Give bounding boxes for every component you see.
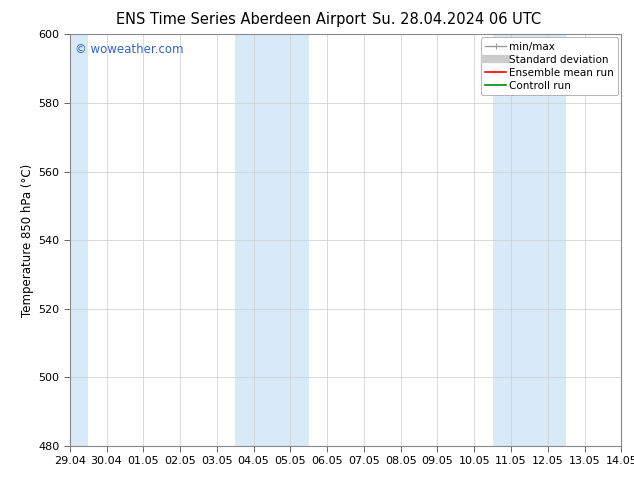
Text: © woweather.com: © woweather.com xyxy=(75,43,184,55)
Text: Su. 28.04.2024 06 UTC: Su. 28.04.2024 06 UTC xyxy=(372,12,541,27)
Bar xyxy=(235,34,309,446)
Y-axis label: Temperature 850 hPa (°C): Temperature 850 hPa (°C) xyxy=(21,164,34,317)
Text: ENS Time Series Aberdeen Airport: ENS Time Series Aberdeen Airport xyxy=(116,12,366,27)
Bar xyxy=(493,34,566,446)
Bar xyxy=(51,34,88,446)
Legend: min/max, Standard deviation, Ensemble mean run, Controll run: min/max, Standard deviation, Ensemble me… xyxy=(481,37,618,95)
